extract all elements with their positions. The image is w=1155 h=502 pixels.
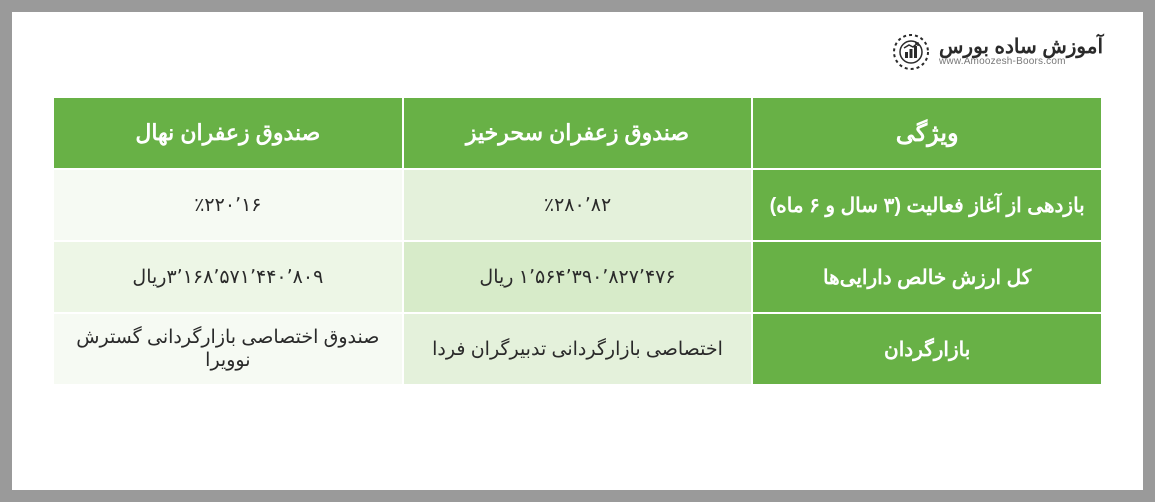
- row-value-col2: ٪۲۲۰٬۱۶: [53, 169, 403, 241]
- row-value-col2: ۳٬۱۶۸٬۵۷۱٬۴۴۰٬۸۰۹ریال: [53, 241, 403, 313]
- globe-chart-icon: [891, 32, 931, 72]
- header-col1: صندوق زعفران سحرخیز: [403, 97, 753, 169]
- row-value-col1: ۱٬۵۶۴٬۳۹۰٬۸۲۷٬۴۷۶ ریال: [403, 241, 753, 313]
- row-value-col2: صندوق اختصاصی بازارگردانی گسترش نوویرا: [53, 313, 403, 385]
- header-feature: ویژگی: [752, 97, 1102, 169]
- logo-text: آموزش ساده بورس www.Amoozesh-Boors.com: [939, 37, 1103, 67]
- comparison-table: ویژگی صندوق زعفران سحرخیز صندوق زعفران ن…: [52, 96, 1103, 386]
- table-row: بازارگردان اختصاصی بازارگردانی تدبیرگران…: [53, 313, 1102, 385]
- logo-subtitle: www.Amoozesh-Boors.com: [939, 57, 1103, 67]
- row-value-col1: اختصاصی بازارگردانی تدبیرگران فردا: [403, 313, 753, 385]
- logo-title: آموزش ساده بورس: [939, 37, 1103, 57]
- row-feature: کل ارزش خالص دارایی‌ها: [752, 241, 1102, 313]
- page-container: آموزش ساده بورس www.Amoozesh-Boors.com و…: [12, 12, 1143, 490]
- table-row: کل ارزش خالص دارایی‌ها ۱٬۵۶۴٬۳۹۰٬۸۲۷٬۴۷۶…: [53, 241, 1102, 313]
- row-feature: بازدهی از آغاز فعالیت (۳ سال و ۶ ماه): [752, 169, 1102, 241]
- row-feature: بازارگردان: [752, 313, 1102, 385]
- table-row: بازدهی از آغاز فعالیت (۳ سال و ۶ ماه) ٪۲…: [53, 169, 1102, 241]
- table-header-row: ویژگی صندوق زعفران سحرخیز صندوق زعفران ن…: [53, 97, 1102, 169]
- logo-block: آموزش ساده بورس www.Amoozesh-Boors.com: [52, 32, 1103, 72]
- header-col2: صندوق زعفران نهال: [53, 97, 403, 169]
- row-value-col1: ٪۲۸۰٬۸۲: [403, 169, 753, 241]
